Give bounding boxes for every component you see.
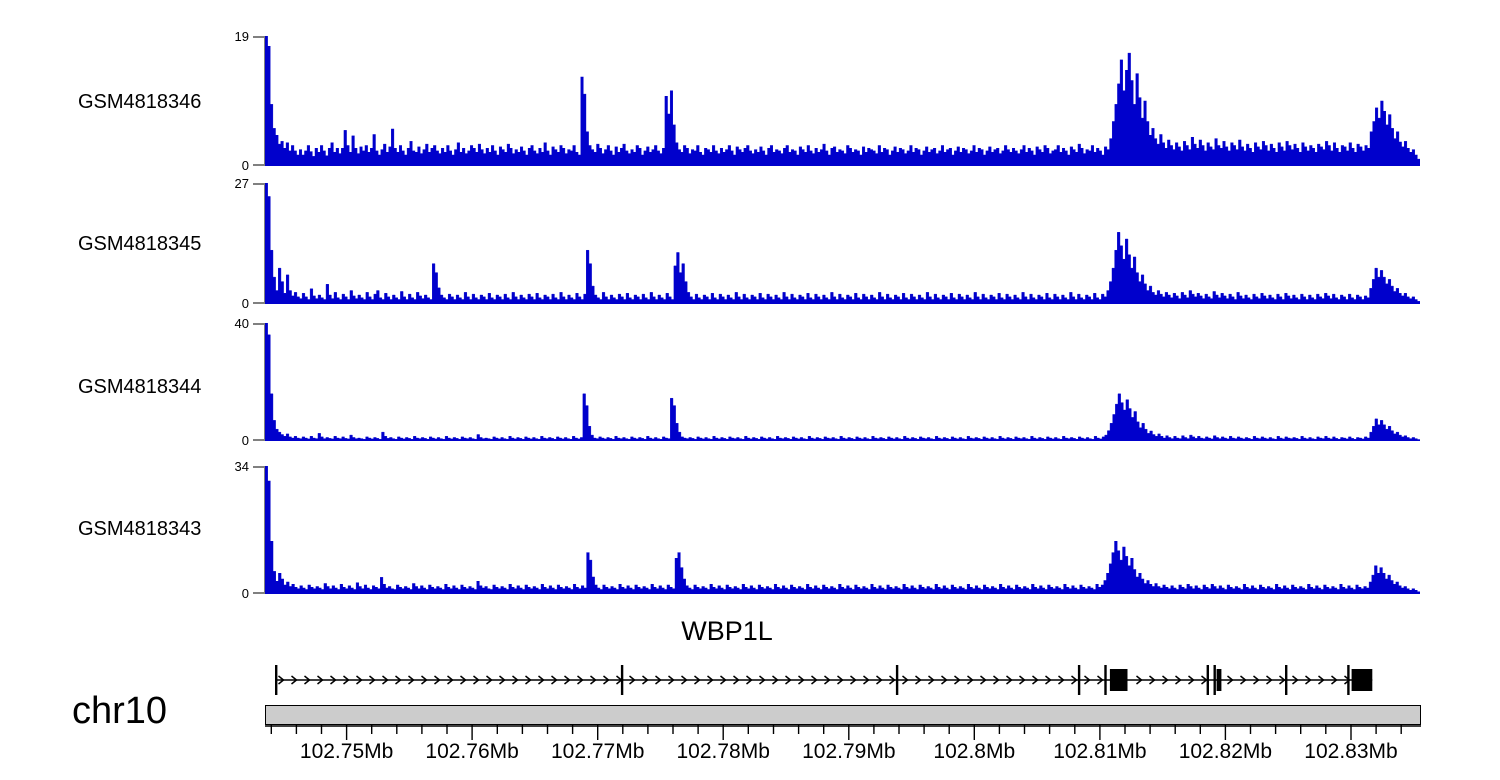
yaxis-min-GSM4818344: 0 bbox=[241, 433, 249, 448]
track-label-GSM4818345: GSM4818345 bbox=[78, 233, 202, 255]
track-plot-GSM4818343[interactable] bbox=[265, 466, 1420, 594]
ruler-label-3: 102.78Mb bbox=[676, 740, 770, 763]
yaxis-max-GSM4818346: 19 bbox=[234, 29, 249, 44]
gene-model-track[interactable] bbox=[265, 658, 1425, 702]
yaxis-max-GSM4818345: 27 bbox=[234, 176, 249, 191]
ruler-label-0: 102.75Mb bbox=[299, 740, 394, 763]
gene-name-text: WBP1L bbox=[681, 616, 773, 646]
track-yaxis-GSM4818346: 19 0 bbox=[0, 30, 266, 172]
track-yaxis-GSM4818343: 34 0 bbox=[0, 460, 266, 600]
yaxis-min-GSM4818345: 0 bbox=[241, 296, 249, 311]
yaxis-max-GSM4818344: 40 bbox=[234, 316, 249, 331]
track-label-GSM4818344: GSM4818344 bbox=[78, 376, 202, 398]
ruler-label-5: 102.8Mb bbox=[933, 740, 1016, 763]
gene-name-label: WBP1L bbox=[0, 618, 1500, 645]
chromosome-label: chr10 bbox=[72, 690, 168, 732]
ruler-tick-labels: 102.75Mb 102.76Mb 102.77Mb 102.78Mb 102.79Mb… bbox=[265, 741, 1425, 775]
yaxis-max-GSM4818343: 34 bbox=[234, 459, 249, 474]
yaxis-min-GSM4818343: 0 bbox=[241, 586, 249, 601]
gene-annotation-panel: WBP1L bbox=[0, 618, 1500, 698]
genomic-coordinate-ruler: 102.75Mb 102.76Mb 102.77Mb 102.78Mb 102.79Mb… bbox=[265, 725, 1425, 780]
chromosome-ideogram-bar bbox=[265, 705, 1421, 725]
track-label-GSM4818343: GSM4818343 bbox=[78, 518, 202, 540]
track-plot-GSM4818345[interactable] bbox=[265, 183, 1420, 304]
track-yaxis-GSM4818345: 27 0 bbox=[0, 177, 266, 310]
track-plot-GSM4818346[interactable] bbox=[265, 36, 1420, 166]
track-plot-GSM4818344[interactable] bbox=[265, 323, 1420, 441]
ruler-label-6: 102.81Mb bbox=[1053, 740, 1147, 763]
ruler-label-7: 102.82Mb bbox=[1178, 740, 1273, 763]
ruler-label-1: 102.76Mb bbox=[425, 740, 519, 763]
ruler-label-2: 102.77Mb bbox=[550, 740, 645, 763]
ruler-label-8: 102.83Mb bbox=[1304, 740, 1398, 763]
track-yaxis-GSM4818344: 40 0 bbox=[0, 317, 266, 447]
ruler-ticks bbox=[265, 725, 1421, 740]
track-label-GSM4818346: GSM4818346 bbox=[78, 91, 202, 113]
ruler-label-4: 102.79Mb bbox=[802, 740, 896, 763]
yaxis-min-GSM4818346: 0 bbox=[241, 158, 249, 173]
